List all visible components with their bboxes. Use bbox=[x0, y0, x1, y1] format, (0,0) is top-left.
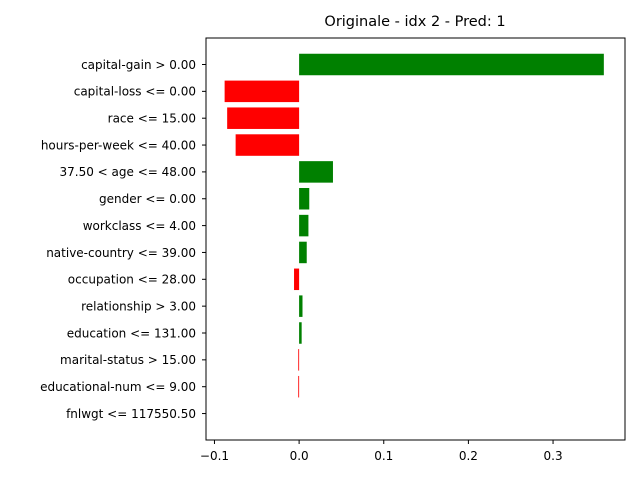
y-tick-label-5: gender <= 0.00 bbox=[99, 192, 196, 206]
x-tick-label-1: 0.0 bbox=[290, 449, 309, 463]
x-axis: −0.1 0.0 0.1 0.2 0.3 bbox=[200, 440, 563, 463]
bar-3 bbox=[235, 134, 300, 156]
y-tick-label-0: capital-gain > 0.00 bbox=[81, 58, 196, 72]
bar-6 bbox=[299, 214, 309, 237]
y-tick-label-13: fnlwgt <= 117550.50 bbox=[66, 407, 196, 421]
x-tick-label-0: −0.1 bbox=[200, 449, 229, 463]
bar-7 bbox=[299, 241, 307, 264]
y-tick-label-11: marital-status > 15.00 bbox=[60, 353, 196, 367]
chart-title: Originale - idx 2 - Pred: 1 bbox=[324, 14, 505, 30]
bar-4 bbox=[299, 161, 333, 183]
x-tick-label-2: 0.1 bbox=[374, 449, 393, 463]
bars-group bbox=[224, 53, 604, 398]
y-tick-label-7: native-country <= 39.00 bbox=[46, 246, 196, 260]
bar-5 bbox=[299, 188, 310, 210]
bar-0 bbox=[299, 53, 604, 76]
x-tick-label-4: 0.3 bbox=[544, 449, 563, 463]
y-tick-label-2: race <= 15.00 bbox=[108, 112, 196, 126]
y-tick-label-3: hours-per-week <= 40.00 bbox=[41, 138, 196, 152]
y-axis: capital-gain > 0.00 capital-loss <= 0.00 r… bbox=[40, 58, 206, 421]
bar-10 bbox=[299, 322, 302, 344]
bar-12 bbox=[298, 375, 300, 398]
bar-9 bbox=[299, 295, 303, 317]
bar-2 bbox=[227, 107, 300, 129]
y-tick-label-4: 37.50 < age <= 48.00 bbox=[60, 165, 196, 179]
bar-1 bbox=[224, 80, 300, 103]
x-tick-label-3: 0.2 bbox=[459, 449, 478, 463]
y-tick-label-1: capital-loss <= 0.00 bbox=[74, 85, 196, 99]
y-tick-label-12: educational-num <= 9.00 bbox=[40, 380, 196, 394]
y-tick-label-6: workclass <= 4.00 bbox=[83, 219, 196, 233]
y-tick-label-10: education <= 131.00 bbox=[67, 326, 196, 340]
y-tick-label-8: occupation <= 28.00 bbox=[68, 273, 196, 287]
y-tick-label-9: relationship > 3.00 bbox=[81, 299, 196, 313]
bar-8 bbox=[294, 268, 300, 291]
plot-frame bbox=[205, 37, 626, 441]
bar-11 bbox=[298, 349, 300, 371]
